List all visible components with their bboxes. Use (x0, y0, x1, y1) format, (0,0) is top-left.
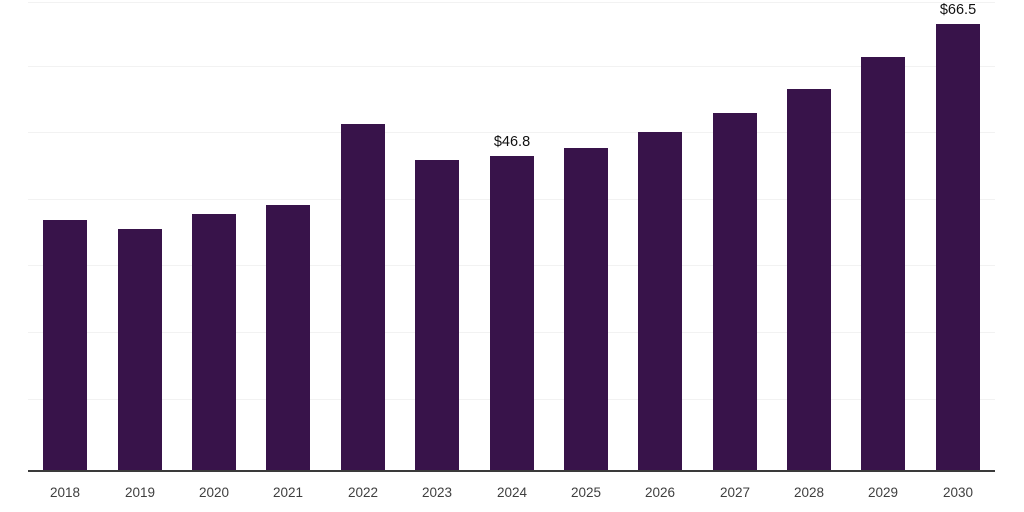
x-axis-label-2029: 2029 (867, 485, 899, 500)
bar-2022[interactable] (341, 124, 385, 470)
bar-2028[interactable] (787, 89, 831, 470)
bar-2023[interactable] (415, 160, 459, 470)
gridline (28, 2, 995, 3)
bars-layer: $46.8 $66.5 (43, 2, 980, 470)
bar-2027[interactable] (713, 113, 757, 470)
x-axis-label-2030: 2030 (942, 485, 974, 500)
bar-2030[interactable] (936, 24, 980, 470)
x-axis-label-2018: 2018 (49, 485, 81, 500)
x-axis-label-2028: 2028 (793, 485, 825, 500)
bar-value-label-2030: $66.5 (939, 2, 977, 18)
x-axis-label-2020: 2020 (198, 485, 230, 500)
x-axis-label-2026: 2026 (644, 485, 676, 500)
bar-2026[interactable] (638, 132, 682, 470)
x-axis-label-2023: 2023 (421, 485, 453, 500)
x-axis-label-2025: 2025 (570, 485, 602, 500)
gridline (28, 132, 995, 133)
bar-2024[interactable] (490, 156, 534, 470)
x-axis-label-2021: 2021 (272, 485, 304, 500)
bar-2025[interactable] (564, 148, 608, 470)
x-axis-labels: 2018 2019 2020 2021 2022 2023 2024 2025 2026 2027… (0, 472, 1024, 512)
bar-2029[interactable] (861, 57, 905, 470)
x-axis-label-2022: 2022 (347, 485, 379, 500)
x-axis-label-2024: 2024 (496, 485, 528, 500)
x-axis-label-2019: 2019 (124, 485, 156, 500)
bar-value-label-2024: $46.8 (493, 134, 531, 150)
bar-2019[interactable] (118, 229, 162, 470)
bar-2020[interactable] (192, 214, 236, 470)
x-axis-label-2027: 2027 (719, 485, 751, 500)
bar-2021[interactable] (266, 205, 310, 470)
gridline (28, 66, 995, 67)
bar-2018[interactable] (43, 220, 87, 470)
x-axis-line (28, 470, 995, 472)
plot-area: $46.8 $66.5 (28, 2, 995, 472)
